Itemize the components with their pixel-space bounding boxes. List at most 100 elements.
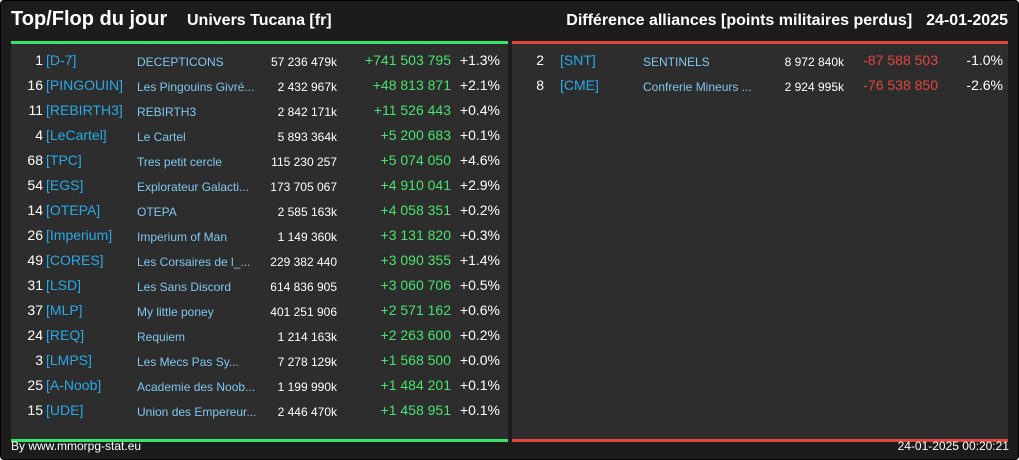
- alliance-points: 2 585 163k: [277, 205, 337, 219]
- alliance-name-link[interactable]: Tres petit cercle: [137, 155, 222, 169]
- alliance-points: 2 432 967k: [277, 80, 337, 94]
- alliance-name-link[interactable]: Le Cartel: [137, 130, 186, 144]
- percent-change: +0.1%: [459, 377, 500, 393]
- alliance-rank: 14: [27, 202, 43, 218]
- alliance-tag-link[interactable]: [LSD]: [46, 277, 82, 293]
- alliance-name-link[interactable]: Explorateur Galacti...: [137, 180, 250, 194]
- alliance-tag-link[interactable]: [SNT]: [560, 52, 596, 68]
- percent-change: +1.3%: [459, 52, 500, 68]
- alliance-rank: 49: [27, 252, 43, 268]
- points-difference: +5 074 050: [380, 152, 451, 168]
- alliance-points: 115 230 257: [271, 155, 337, 169]
- alliance-tag-link[interactable]: [UDE]: [46, 402, 84, 418]
- alliance-points: 229 382 440: [270, 255, 337, 269]
- percent-change: +2.9%: [459, 177, 500, 193]
- alliance-tag-link[interactable]: [D-7]: [46, 52, 77, 68]
- header-date: 24-01-2025: [926, 12, 1008, 29]
- alliance-tag-link[interactable]: [PINGOUIN]: [46, 77, 124, 93]
- alliance-points: 57 236 479k: [270, 55, 337, 69]
- alliance-rank: 11: [28, 102, 43, 118]
- points-difference: +3 090 355: [380, 252, 451, 268]
- alliance-tag-link[interactable]: [Imperium]: [46, 227, 113, 243]
- alliance-tag-link[interactable]: [REBIRTH3]: [46, 102, 123, 118]
- alliance-tag-link[interactable]: [CME]: [560, 77, 599, 93]
- alliance-tag-link[interactable]: [LeCartel]: [46, 127, 107, 143]
- top-panel: 1 [D-7] DECEPTICONS 57 236 479k +741 503 795…: [11, 41, 508, 442]
- alliance-tag-link[interactable]: [TPC]: [46, 152, 82, 168]
- points-difference: +2 571 162: [380, 302, 451, 318]
- top-row: 49 [CORES] Les Corsaires de l_... 229 382 4…: [11, 248, 508, 273]
- alliance-rank: 37: [27, 302, 43, 318]
- top-row: 26 [Imperium] Imperium of Man 1 149 360k +3 …: [11, 223, 508, 248]
- alliance-name-link[interactable]: Les Pingouins Givré...: [137, 80, 255, 94]
- percent-change: +0.3%: [459, 227, 500, 243]
- points-difference: +3 060 706: [380, 277, 451, 293]
- alliance-rank: 31: [27, 277, 43, 293]
- alliance-name-link[interactable]: OTEPA: [137, 205, 177, 219]
- alliance-points: 401 251 906: [270, 305, 337, 319]
- top-row: 31 [LSD] Les Sans Discord 614 836 905 +3 060…: [11, 273, 508, 298]
- alliance-name-link[interactable]: My little poney: [137, 305, 214, 319]
- source-link[interactable]: By www.mmorpg-stat.eu: [11, 439, 142, 453]
- alliance-points: 1 149 360k: [277, 230, 337, 244]
- alliance-rank: 8: [536, 77, 544, 93]
- alliance-name-link[interactable]: DECEPTICONS: [137, 55, 224, 69]
- flop-row: 2 [SNT] SENTINELS 8 972 840k -87 588 503 -1.0…: [512, 48, 1008, 73]
- top-row: 15 [UDE] Union des Empereur... 2 446 470k +1…: [11, 398, 508, 423]
- alliance-rank: 4: [35, 127, 43, 143]
- alliance-tag-link[interactable]: [EGS]: [46, 177, 84, 193]
- alliance-rank: 24: [27, 327, 43, 343]
- points-difference: +11 526 443: [373, 102, 451, 118]
- flop-panel: 2 [SNT] SENTINELS 8 972 840k -87 588 503 -1.0…: [512, 41, 1008, 442]
- alliance-name-link[interactable]: Academie des Noob...: [137, 380, 256, 394]
- points-difference: +4 910 041: [380, 177, 451, 193]
- alliance-rank: 68: [27, 152, 43, 168]
- alliance-points: 2 842 171k: [277, 105, 337, 119]
- alliance-tag-link[interactable]: [LMPS]: [46, 352, 92, 368]
- alliance-name-link[interactable]: SENTINELS: [643, 55, 710, 69]
- alliance-points: 1 199 990k: [277, 380, 337, 394]
- points-difference: +48 813 871: [372, 77, 451, 93]
- alliance-name-link[interactable]: Les Corsaires de l_...: [137, 255, 251, 269]
- top-row: 25 [A-Noob] Academie des Noob... 1 199 990k…: [11, 373, 508, 398]
- page-title: Top/Flop du jour: [11, 8, 168, 30]
- alliance-tag-link[interactable]: [CORES]: [46, 252, 104, 268]
- percent-change: +0.2%: [459, 202, 500, 218]
- alliance-tag-link[interactable]: [OTEPA]: [46, 202, 101, 218]
- points-difference: +3 131 820: [380, 227, 451, 243]
- ranking-subtitle: Différence alliances [points militaires …: [566, 12, 913, 29]
- top-row: 1 [D-7] DECEPTICONS 57 236 479k +741 503 795…: [11, 48, 508, 73]
- points-difference: +741 503 795: [364, 52, 451, 68]
- points-difference: +1 484 201: [380, 377, 451, 393]
- alliance-name-link[interactable]: Imperium of Man: [137, 230, 228, 244]
- top-row: 16 [PINGOUIN] Les Pingouins Givré... 2 432 …: [11, 73, 508, 98]
- alliance-points: 1 214 163k: [277, 330, 337, 344]
- points-difference: +2 263 600: [380, 327, 451, 343]
- alliance-rank: 3: [35, 352, 43, 368]
- alliance-name-link[interactable]: Requiem: [137, 330, 186, 344]
- percent-change: +0.2%: [459, 327, 500, 343]
- percent-change: +1.4%: [459, 252, 500, 268]
- percent-change: +4.6%: [459, 152, 500, 168]
- percent-change: +0.1%: [459, 127, 500, 143]
- alliance-name-link[interactable]: REBIRTH3: [137, 105, 197, 119]
- alliance-tag-link[interactable]: [MLP]: [46, 302, 83, 318]
- header: Top/Flop du jour Univers Tucana [fr] Dif…: [1, 1, 1018, 41]
- alliance-tag-link[interactable]: [A-Noob]: [46, 377, 102, 393]
- alliance-rank: 54: [27, 177, 43, 193]
- alliance-name-link[interactable]: Les Mecs Pas Sy...: [137, 355, 239, 369]
- top-row: 37 [MLP] My little poney 401 251 906 +2 571 …: [11, 298, 508, 323]
- alliance-points: 2 446 470k: [277, 405, 337, 419]
- alliance-tag-link[interactable]: [REQ]: [46, 327, 85, 343]
- universe-label: Univers Tucana [fr]: [187, 12, 332, 29]
- alliance-points: 5 893 364k: [277, 130, 337, 144]
- percent-change: +0.4%: [459, 102, 500, 118]
- alliance-name-link[interactable]: Union des Empereur...: [137, 405, 257, 419]
- alliance-name-link[interactable]: Les Sans Discord: [137, 280, 232, 294]
- percent-change: -1.0%: [966, 52, 1003, 68]
- alliance-name-link[interactable]: Confrerie Mineurs ...: [643, 80, 752, 94]
- flop-row: 8 [CME] Confrerie Mineurs ... 2 924 995k -76…: [512, 73, 1008, 98]
- header-right: Différence alliances [points militaires …: [566, 12, 1008, 30]
- top-row: 24 [REQ] Requiem 1 214 163k +2 263 600 +0.2%: [11, 323, 508, 348]
